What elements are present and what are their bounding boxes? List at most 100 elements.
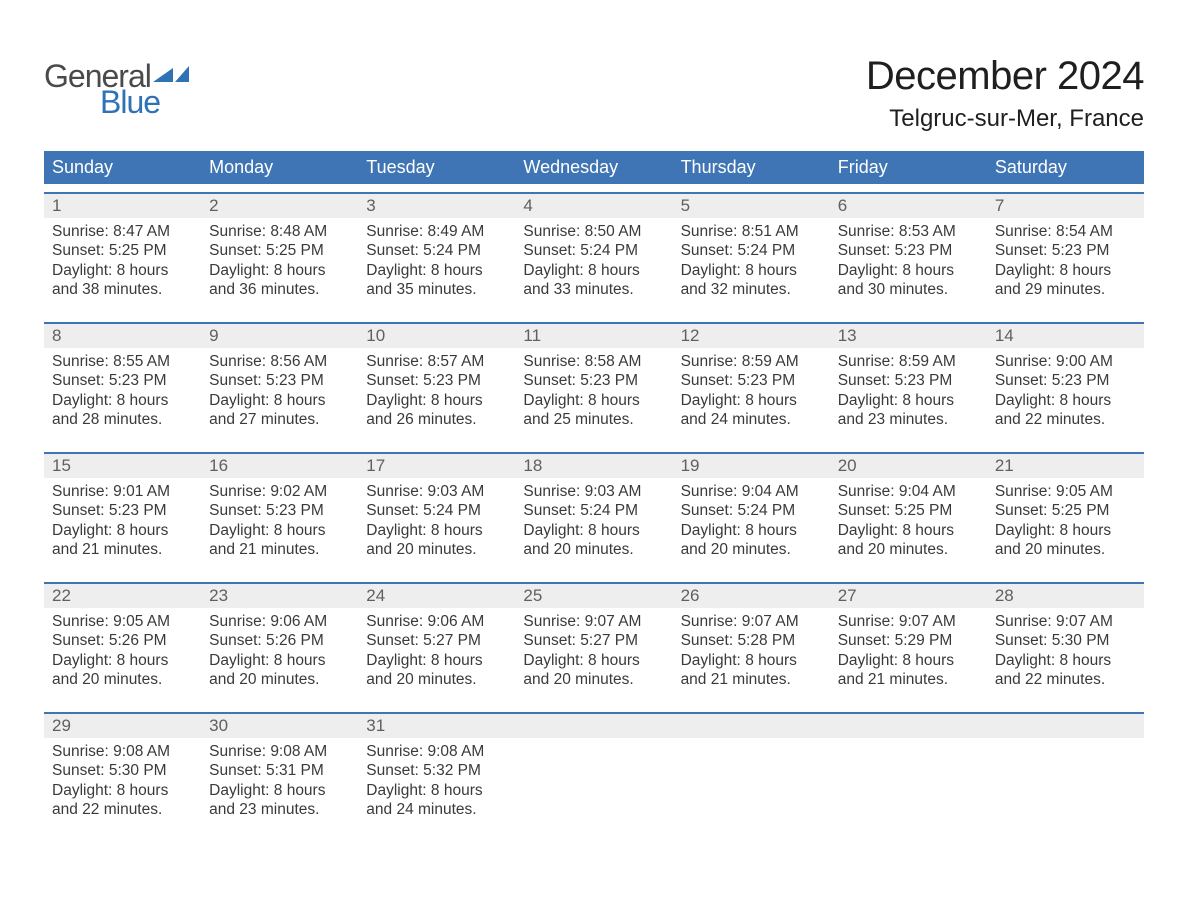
sunrise-value: 9:07 AM — [742, 613, 799, 630]
sunset-value: 5:23 PM — [1052, 242, 1110, 259]
sunset-line: Sunset: 5:24 PM — [681, 241, 822, 260]
sunrise-line: Sunrise: 8:59 AM — [838, 352, 979, 371]
sunrise-label: Sunrise: — [523, 613, 584, 630]
sunrise-line: Sunrise: 9:08 AM — [366, 742, 507, 761]
daylight-line: Daylight: 8 hours and 20 minutes. — [52, 651, 193, 690]
sunset-label: Sunset: — [52, 372, 109, 389]
day-number: 23 — [201, 584, 358, 608]
daylight-label: Daylight: — [838, 262, 903, 279]
daylight-line: Daylight: 8 hours and 22 minutes. — [52, 781, 193, 820]
daylight-label: Daylight: — [366, 782, 431, 799]
sunrise-label: Sunrise: — [681, 613, 742, 630]
sunset-label: Sunset: — [681, 632, 738, 649]
sunrise-line: Sunrise: 8:53 AM — [838, 222, 979, 241]
day-number-row: 22232425262728 — [44, 584, 1144, 608]
sunrise-label: Sunrise: — [523, 353, 584, 370]
sunrise-label: Sunrise: — [995, 613, 1056, 630]
daylight-label: Daylight: — [523, 262, 588, 279]
daylight-line: Daylight: 8 hours and 30 minutes. — [838, 261, 979, 300]
day-cell: Sunrise: 9:05 AMSunset: 5:25 PMDaylight:… — [987, 478, 1144, 574]
sunset-value: 5:27 PM — [580, 632, 638, 649]
sunset-label: Sunset: — [995, 242, 1052, 259]
sunrise-value: 8:59 AM — [899, 353, 956, 370]
day-number: 18 — [515, 454, 672, 478]
sunset-label: Sunset: — [209, 242, 266, 259]
sunset-line: Sunset: 5:23 PM — [209, 501, 350, 520]
daylight-label: Daylight: — [523, 522, 588, 539]
sunrise-label: Sunrise: — [366, 613, 427, 630]
daylight-line: Daylight: 8 hours and 24 minutes. — [681, 391, 822, 430]
day-number: 9 — [201, 324, 358, 348]
daylight-line: Daylight: 8 hours and 20 minutes. — [523, 521, 664, 560]
sunrise-value: 8:50 AM — [585, 223, 642, 240]
sunrise-label: Sunrise: — [995, 483, 1056, 500]
sunset-value: 5:25 PM — [1052, 502, 1110, 519]
dow-cell: Tuesday — [358, 151, 515, 184]
sunrise-label: Sunrise: — [838, 223, 899, 240]
sunset-label: Sunset: — [209, 372, 266, 389]
sunset-line: Sunset: 5:23 PM — [838, 241, 979, 260]
daylight-label: Daylight: — [209, 392, 274, 409]
daylight-line: Daylight: 8 hours and 20 minutes. — [995, 521, 1136, 560]
day-number: 2 — [201, 194, 358, 218]
sunrise-label: Sunrise: — [995, 353, 1056, 370]
daylight-label: Daylight: — [209, 262, 274, 279]
day-number: 17 — [358, 454, 515, 478]
sunset-label: Sunset: — [681, 502, 738, 519]
sunrise-value: 8:49 AM — [427, 223, 484, 240]
daylight-label: Daylight: — [209, 652, 274, 669]
sunset-label: Sunset: — [523, 372, 580, 389]
day-cell: Sunrise: 9:07 AMSunset: 5:29 PMDaylight:… — [830, 608, 987, 704]
sunset-line: Sunset: 5:23 PM — [995, 241, 1136, 260]
daylight-label: Daylight: — [523, 392, 588, 409]
sunrise-label: Sunrise: — [681, 223, 742, 240]
daylight-line: Daylight: 8 hours and 36 minutes. — [209, 261, 350, 300]
daylight-label: Daylight: — [838, 652, 903, 669]
sunset-value: 5:24 PM — [423, 502, 481, 519]
daylight-label: Daylight: — [366, 522, 431, 539]
day-number: 11 — [515, 324, 672, 348]
sunrise-label: Sunrise: — [52, 743, 113, 760]
day-number: 15 — [44, 454, 201, 478]
sunset-label: Sunset: — [209, 632, 266, 649]
sunrise-value: 9:07 AM — [899, 613, 956, 630]
sunrise-label: Sunrise: — [209, 613, 270, 630]
sunset-value: 5:23 PM — [109, 372, 167, 389]
day-cell: Sunrise: 9:04 AMSunset: 5:25 PMDaylight:… — [830, 478, 987, 574]
sunset-label: Sunset: — [838, 372, 895, 389]
sunset-value: 5:26 PM — [266, 632, 324, 649]
daylight-label: Daylight: — [681, 262, 746, 279]
sunset-line: Sunset: 5:23 PM — [52, 371, 193, 390]
day-cell: Sunrise: 9:06 AMSunset: 5:26 PMDaylight:… — [201, 608, 358, 704]
sunrise-line: Sunrise: 9:07 AM — [995, 612, 1136, 631]
sunset-label: Sunset: — [52, 502, 109, 519]
sunrise-label: Sunrise: — [209, 743, 270, 760]
sunset-value: 5:31 PM — [266, 762, 324, 779]
sunset-line: Sunset: 5:23 PM — [52, 501, 193, 520]
sunrise-value: 8:55 AM — [113, 353, 170, 370]
sunrise-value: 9:08 AM — [113, 743, 170, 760]
sunrise-line: Sunrise: 9:03 AM — [523, 482, 664, 501]
sunset-line: Sunset: 5:24 PM — [366, 501, 507, 520]
sunset-value: 5:24 PM — [580, 502, 638, 519]
sunset-line: Sunset: 5:27 PM — [523, 631, 664, 650]
day-cell: Sunrise: 9:08 AMSunset: 5:31 PMDaylight:… — [201, 738, 358, 834]
sunrise-value: 9:08 AM — [427, 743, 484, 760]
sunrise-value: 8:48 AM — [270, 223, 327, 240]
sunset-value: 5:25 PM — [895, 502, 953, 519]
sunset-label: Sunset: — [523, 632, 580, 649]
daylight-label: Daylight: — [52, 782, 117, 799]
day-number: 24 — [358, 584, 515, 608]
day-number: 13 — [830, 324, 987, 348]
day-cell: Sunrise: 9:04 AMSunset: 5:24 PMDaylight:… — [673, 478, 830, 574]
page-title: December 2024 — [866, 54, 1144, 99]
sunrise-line: Sunrise: 8:56 AM — [209, 352, 350, 371]
sunrise-line: Sunrise: 9:02 AM — [209, 482, 350, 501]
day-cell — [987, 738, 1144, 834]
dow-cell: Thursday — [673, 151, 830, 184]
sunrise-label: Sunrise: — [52, 353, 113, 370]
calendar-page: General Blue December 2024 Telgruc-sur-M… — [0, 0, 1188, 918]
day-of-week-header: SundayMondayTuesdayWednesdayThursdayFrid… — [44, 151, 1144, 184]
sunset-line: Sunset: 5:23 PM — [523, 371, 664, 390]
day-cell: Sunrise: 9:07 AMSunset: 5:30 PMDaylight:… — [987, 608, 1144, 704]
